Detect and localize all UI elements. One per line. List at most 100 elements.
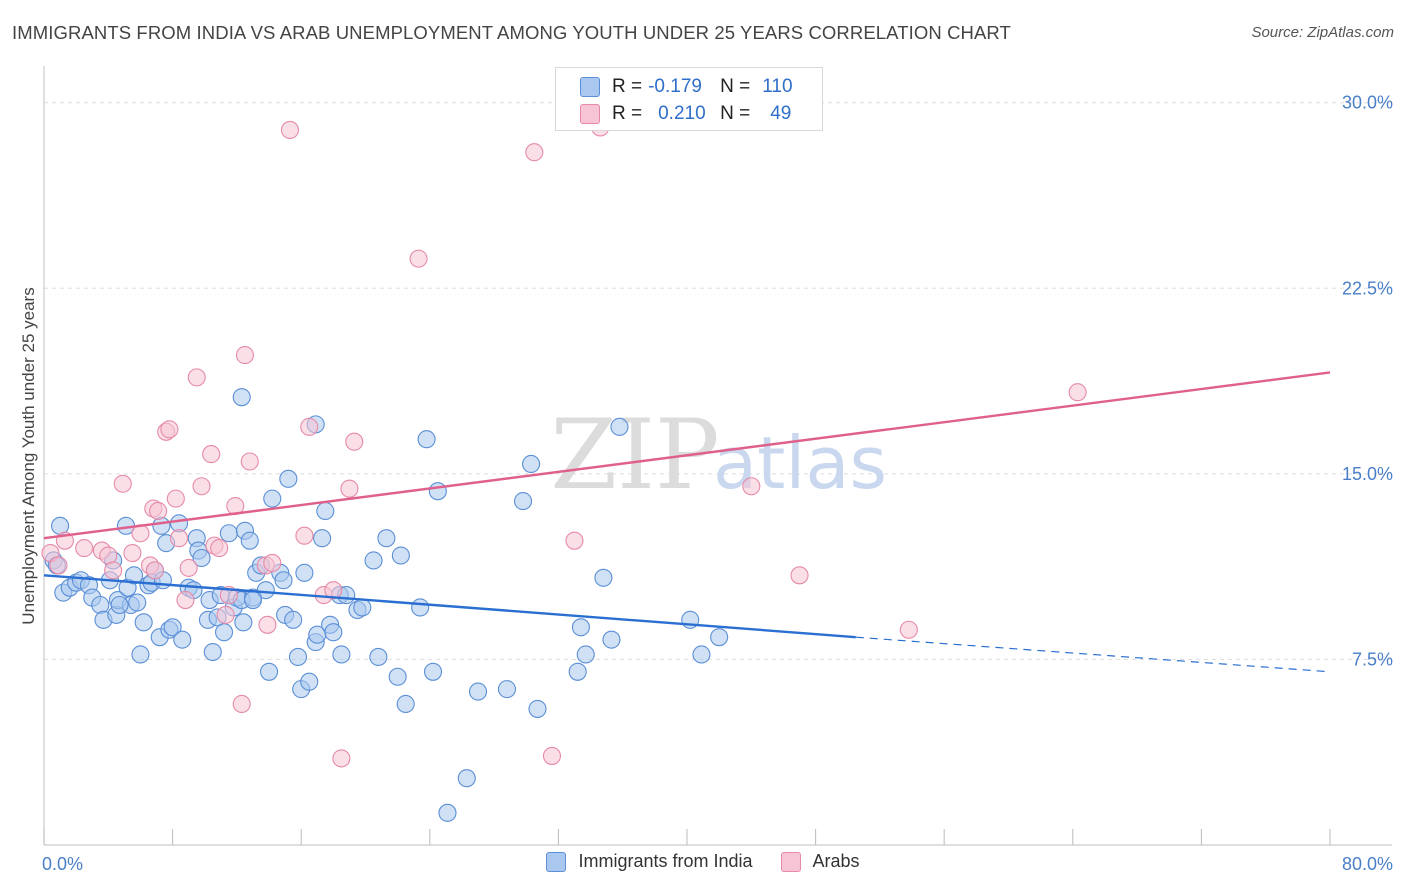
india-point [571,618,590,637]
arab-point [790,566,809,585]
india-point [468,682,488,701]
y-tick-label: 15.0% [1342,464,1393,484]
y-tick-label: 7.5% [1352,649,1393,669]
arab-point [169,529,189,548]
india-point [364,551,383,570]
watermark: ZIP atlas [550,399,887,511]
arab-point [324,581,343,600]
india-swatch [580,77,600,97]
arab-point [149,501,168,521]
india-point [214,623,234,642]
series-india-points [44,388,729,822]
india-point [110,595,129,615]
legend-label-arab: Arabs [812,851,860,871]
arab-point [202,445,221,464]
india-point [568,662,587,681]
india-point [497,680,517,699]
india-point [377,529,396,548]
india-point [316,501,335,521]
legend-label-india: Immigrants from India [578,851,753,871]
india-point [279,469,298,488]
axes [43,66,1392,846]
india-point [438,803,457,822]
legend-row-arab: R = 0.210 N = 49 [580,101,791,127]
india-point [91,595,110,615]
india-point [391,546,410,565]
arab-point [187,368,206,387]
arab-point [166,489,185,508]
arab-point [525,143,544,162]
trend-lines [43,371,1331,673]
x-tick-label: 80.0% [1342,854,1393,874]
y-tick-label: 22.5% [1342,278,1393,298]
series-arab-points [41,118,1087,768]
india-point [274,571,293,590]
n-label: N = [720,103,751,124]
x-tick-label: 0.0% [42,854,83,874]
india-point [163,618,182,637]
arab-point [295,526,314,545]
arab-point [263,553,282,572]
arab-point [345,432,364,451]
india-point [610,417,629,436]
india-point [192,548,211,568]
n-value-india: 110 [762,76,793,97]
india-point [411,598,430,617]
arab-point [565,531,584,550]
india-point [219,524,238,543]
x-tick-labels: 0.0% 80.0% [42,854,1393,874]
arab-point [235,346,254,365]
chart-title: IMMIGRANTS FROM INDIA VS ARAB UNEMPLOYME… [12,22,1011,43]
arab-point [49,556,68,575]
india-point [396,694,415,714]
india-point [602,630,621,649]
n-value-arab: 49 [770,103,792,124]
india-point [710,628,729,647]
india-point [692,645,711,664]
india-trend-line [43,574,856,639]
india-point [369,647,388,667]
india-point [513,492,533,511]
india-point [134,613,153,632]
india-point [256,581,275,600]
arab-point [899,620,918,639]
arab-point [75,539,94,558]
arab-point [332,749,351,768]
india-point [295,563,314,582]
india-point [324,623,343,642]
india-point [522,454,541,474]
india-point [131,645,150,664]
legend-item-arab: Arabs [780,851,860,872]
india-point [173,630,192,649]
arab-point [409,249,428,268]
arab-point [240,452,259,471]
india-point [288,647,308,667]
india-point [423,662,443,681]
n-label: N = [720,76,751,97]
arab-point [258,615,277,634]
legend-item-india: Immigrants from India [546,851,753,872]
arab-point [192,477,211,496]
india-point [313,529,332,548]
india-point [457,769,476,788]
arab-point [210,539,229,558]
arab-point [216,605,235,624]
arab-point [179,558,198,577]
india-point [528,699,547,718]
india-point [234,613,253,632]
india-point [284,610,303,629]
india-point [353,598,372,617]
r-value-arab: 0.210 [658,103,706,124]
arab-point [542,746,562,765]
arab-point [104,561,123,580]
watermark-atlas: atlas [713,421,887,505]
arab-point [280,120,299,140]
arab-point [1068,383,1087,402]
india-point [124,566,144,585]
arab-point [123,543,142,563]
india-point [203,642,222,662]
arab-point [176,591,195,610]
arab-point [145,561,164,580]
grid [44,102,1392,660]
